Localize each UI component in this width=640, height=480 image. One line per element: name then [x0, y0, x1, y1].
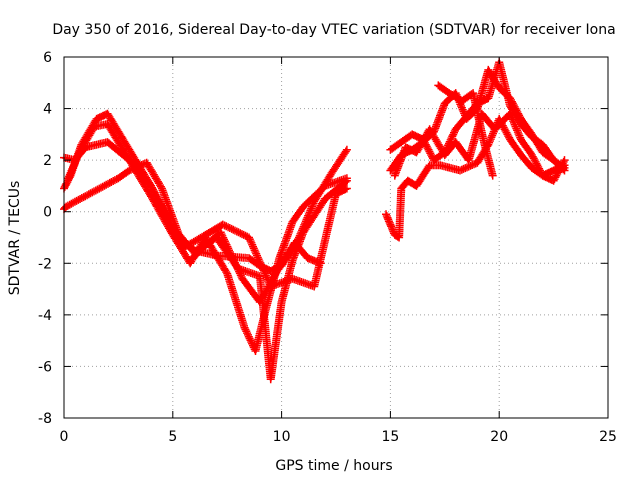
series-track-a [60, 109, 351, 275]
data-point-markers [386, 58, 569, 172]
series-track-e [186, 228, 325, 306]
x-tick-label: 25 [599, 429, 617, 445]
y-tick-label: -6 [38, 359, 52, 375]
x-tick-label: 10 [273, 429, 291, 445]
y-tick-label: 6 [43, 50, 52, 66]
data-point-markers [434, 81, 497, 180]
grid [64, 57, 608, 418]
x-tick-label: 20 [490, 429, 508, 445]
y-tick-label: 2 [43, 153, 52, 169]
y-tick-label: -4 [38, 308, 52, 324]
data-point-markers [186, 228, 325, 306]
y-tick-label: 4 [43, 102, 52, 118]
x-tick-label: 15 [381, 429, 399, 445]
x-tick-label: 0 [60, 429, 69, 445]
chart-title: Day 350 of 2016, Sidereal Day-to-day VTE… [52, 22, 615, 38]
y-axis-label: SDTVAR / TECUs [7, 181, 23, 296]
y-tick-label: -8 [38, 411, 52, 427]
series-track-i [382, 114, 569, 242]
axis-ticks [63, 56, 609, 419]
data-points [60, 58, 569, 384]
tick-labels: 0 5 10 15 20 25 -8 -6 -4 -2 0 2 4 6 [38, 50, 617, 445]
x-tick-label: 5 [168, 429, 177, 445]
y-tick-label: -2 [38, 256, 52, 272]
data-point-markers [382, 114, 569, 242]
series-track-j [434, 81, 497, 180]
series-track-g [386, 58, 569, 172]
y-tick-label: 0 [43, 205, 52, 221]
plot-frame [63, 56, 609, 419]
x-axis-label: GPS time / hours [275, 458, 392, 474]
data-point-markers [60, 109, 351, 275]
